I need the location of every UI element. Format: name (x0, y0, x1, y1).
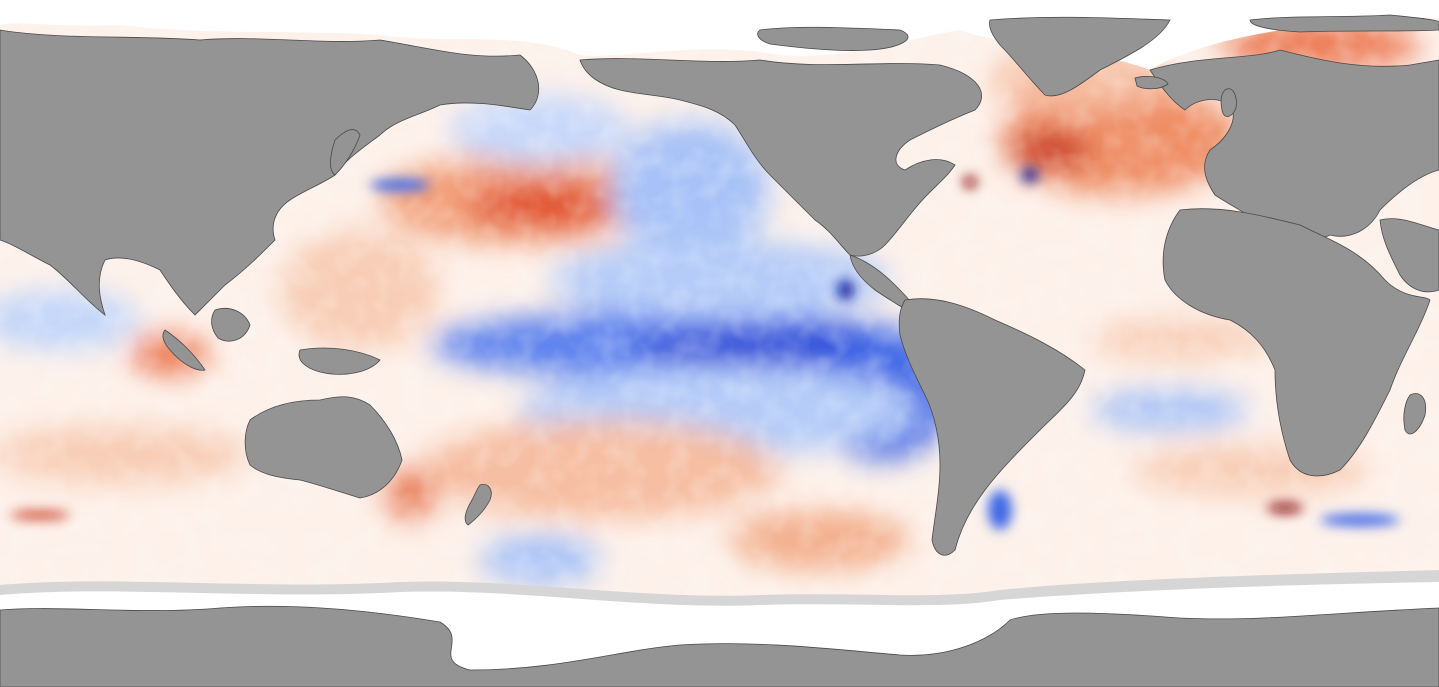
brazil-malvinas-cool (988, 490, 1012, 530)
panama-cold-spot (838, 280, 854, 300)
africa (1162, 208, 1431, 477)
australia (244, 396, 403, 499)
sharp-anomaly-features (10, 168, 1400, 530)
gulf-stream-hot-spot (963, 176, 977, 188)
north-america (579, 58, 983, 257)
southern-indian-hot-streak (10, 511, 70, 519)
antarctica (0, 605, 1439, 687)
south-america (898, 298, 1086, 556)
new-zealand (464, 483, 492, 526)
borneo (211, 308, 251, 342)
sumatra (162, 329, 206, 371)
japan (330, 129, 361, 176)
greenland (989, 16, 1171, 97)
arctic-siberian-coast (1249, 14, 1439, 33)
great-britain (1220, 88, 1237, 117)
iceland (1134, 76, 1169, 90)
arabian-peninsula (1379, 218, 1439, 293)
kuroshio-cool-streak (370, 179, 430, 191)
nw-atlantic-cold-spot (1022, 168, 1038, 182)
agulhas-hot-spot (1267, 503, 1303, 513)
new-guinea (298, 347, 381, 375)
land-layer (0, 14, 1439, 687)
southern-atlantic-cool-streak (1320, 514, 1400, 526)
madagascar (1403, 393, 1427, 435)
canadian-arctic-islands (757, 26, 909, 51)
